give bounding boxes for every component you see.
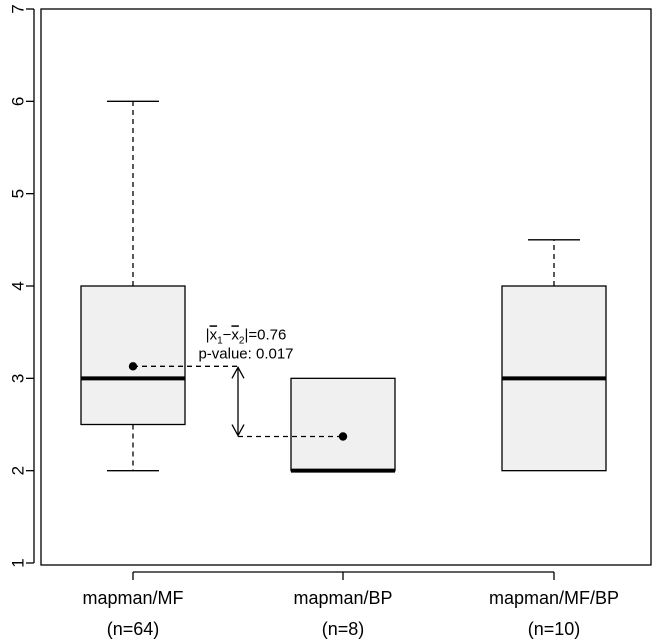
y-tick-label: 4 [9, 281, 28, 290]
x-axis: mapman/MF (n=64) mapman/BP (n=8) mapman/MF/B… [82, 571, 619, 639]
diff-prefix: | [206, 326, 210, 343]
box-group [290, 377, 396, 473]
x-sample-size-label: (n=10) [528, 619, 581, 639]
diff-x1: x [210, 326, 218, 343]
x-tick-label: mapman/BP [293, 588, 392, 608]
y-tick-label: 5 [9, 189, 28, 198]
box-group [80, 100, 186, 472]
diff-sub1: 1 [217, 335, 223, 346]
y-tick-label: 7 [9, 4, 28, 13]
x-sample-size-label: (n=8) [322, 619, 365, 639]
x-sample-size-label: (n=64) [107, 619, 160, 639]
mean-comparison-annotation: |x1−x2|=0.76 p-value: 0.017 [133, 326, 343, 438]
comparison-arrowhead-bottom [231, 424, 245, 437]
mean-difference-label: |x1−x2|=0.76 [206, 326, 287, 346]
p-value-label: p-value: 0.017 [198, 345, 293, 362]
y-tick-label: 2 [9, 466, 28, 475]
x-tick-label: mapman/MF/BP [489, 588, 619, 608]
diff-x2: x [231, 326, 239, 343]
comparison-arrowhead-top [231, 365, 245, 379]
y-axis: 1 2 3 4 5 6 7 [9, 4, 35, 568]
y-tick-label: 3 [9, 374, 28, 383]
mean-point [338, 432, 348, 441]
diff-suffix: |=0.76 [244, 326, 286, 343]
box [290, 377, 396, 472]
diff-sub2: 2 [239, 335, 245, 346]
box [80, 285, 186, 426]
boxes [80, 100, 607, 473]
x-tick-label: mapman/MF [82, 588, 183, 608]
diff-minus: − [223, 326, 232, 343]
plot-frame [40, 8, 652, 566]
box-group [501, 239, 607, 472]
y-tick-label: 6 [9, 97, 28, 106]
y-tick-label: 1 [9, 558, 28, 567]
